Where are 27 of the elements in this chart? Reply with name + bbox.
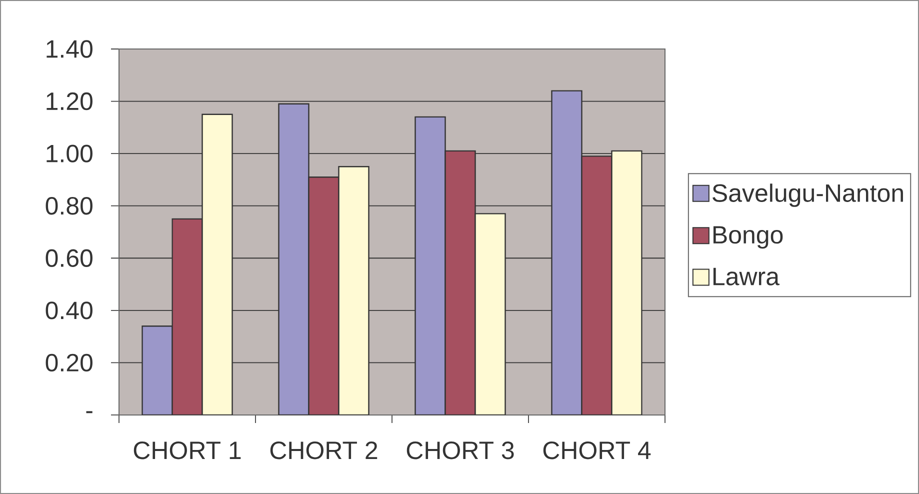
y-tick-label: 1.40: [46, 40, 92, 58]
y-tick-label: -: [86, 411, 92, 414]
bar: [142, 326, 173, 415]
x-tick-label: CHORT 4: [543, 442, 651, 460]
legend-label: Savelugu-Nanton: [712, 184, 903, 207]
bar: [338, 166, 370, 415]
legend-label: Bongo: [713, 226, 783, 249]
y-tick-label: 0.60: [46, 249, 92, 267]
x-tick-label: CHORT 3: [406, 442, 514, 460]
bar: [611, 150, 642, 415]
y-tick-label: 1.20: [46, 92, 92, 110]
y-tick-label: 1.00: [46, 144, 92, 162]
bar: [308, 176, 340, 415]
bar: [202, 114, 233, 415]
bar: [414, 116, 446, 415]
x-tick-label: CHORT 2: [270, 442, 378, 460]
bar: [551, 90, 582, 415]
bar: [278, 103, 310, 415]
x-tick-label: CHORT 1: [134, 442, 241, 460]
bar: [474, 213, 506, 415]
y-tick-label: 0.80: [46, 197, 92, 215]
y-tick-label: 0.40: [46, 302, 92, 320]
bar: [172, 218, 203, 415]
legend-label: Lawra: [713, 268, 780, 286]
bar: [581, 156, 612, 415]
y-tick-label: 0.20: [46, 354, 92, 372]
bar: [444, 150, 476, 415]
